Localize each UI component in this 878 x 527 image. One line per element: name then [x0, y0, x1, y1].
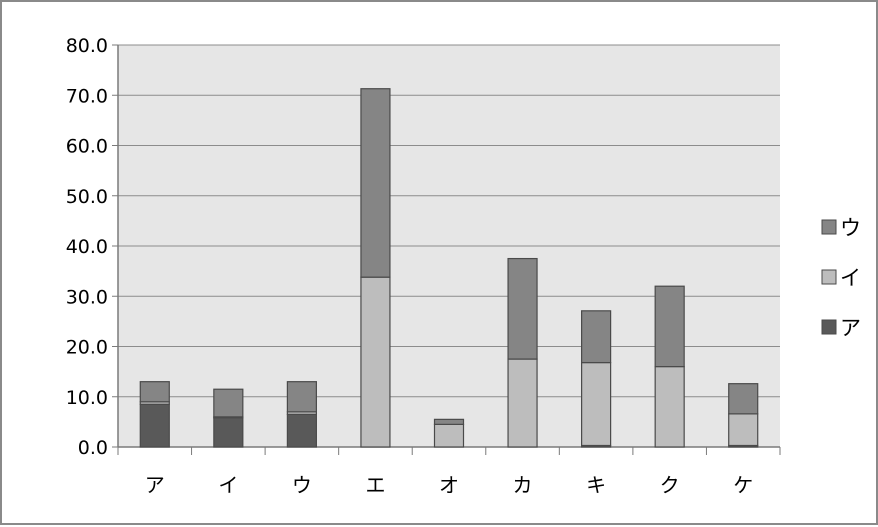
- bar-segment-3: [360, 88, 391, 278]
- x-category-label: キ: [586, 473, 606, 497]
- x-category-label: オ: [439, 473, 459, 497]
- y-tick-label: 60.0: [66, 136, 108, 158]
- y-tick-label: 20.0: [66, 337, 108, 359]
- bar-segment-3: [139, 381, 170, 403]
- bar-segment-3: [654, 285, 685, 368]
- y-tick-label: 70.0: [66, 85, 108, 107]
- bar-segment-2: [360, 276, 391, 448]
- y-tick-label: 80.0: [66, 35, 108, 57]
- legend-label: ウ: [840, 216, 861, 240]
- bar-segment-1: [139, 403, 170, 448]
- x-category-label: ア: [145, 473, 165, 497]
- x-category-label: ケ: [733, 473, 753, 497]
- bar-segment-2: [728, 413, 759, 447]
- bar-segment-3: [507, 257, 538, 360]
- bar-segment-3: [286, 381, 317, 413]
- bar-segment-3: [728, 383, 759, 415]
- bar-segment-3: [433, 418, 465, 425]
- y-tick-label: 50.0: [66, 186, 108, 208]
- x-category-label: ク: [660, 473, 680, 497]
- bar-segment-1: [286, 413, 317, 448]
- bar-segment-2: [654, 366, 685, 448]
- legend-swatch: [821, 219, 837, 235]
- y-tick-label: 0.0: [78, 437, 108, 459]
- legend-label: イ: [840, 266, 861, 290]
- x-category-label: ウ: [292, 473, 312, 497]
- x-category-label: イ: [218, 473, 238, 497]
- bar-segment-3: [581, 310, 612, 364]
- legend-label: ア: [840, 316, 861, 340]
- y-tick-label: 30.0: [66, 286, 108, 308]
- y-tick-label: 40.0: [66, 236, 108, 258]
- bar-segment-3: [213, 388, 244, 418]
- legend-swatch: [821, 269, 837, 285]
- legend-swatch: [821, 319, 837, 335]
- bar-segment-1: [213, 417, 244, 448]
- y-tick-label: 10.0: [66, 387, 108, 409]
- bar-segment-2: [581, 361, 612, 447]
- x-category-label: エ: [365, 473, 385, 497]
- bar-segment-2: [433, 423, 465, 448]
- bar-segment-2: [507, 358, 538, 448]
- x-category-label: カ: [513, 473, 533, 497]
